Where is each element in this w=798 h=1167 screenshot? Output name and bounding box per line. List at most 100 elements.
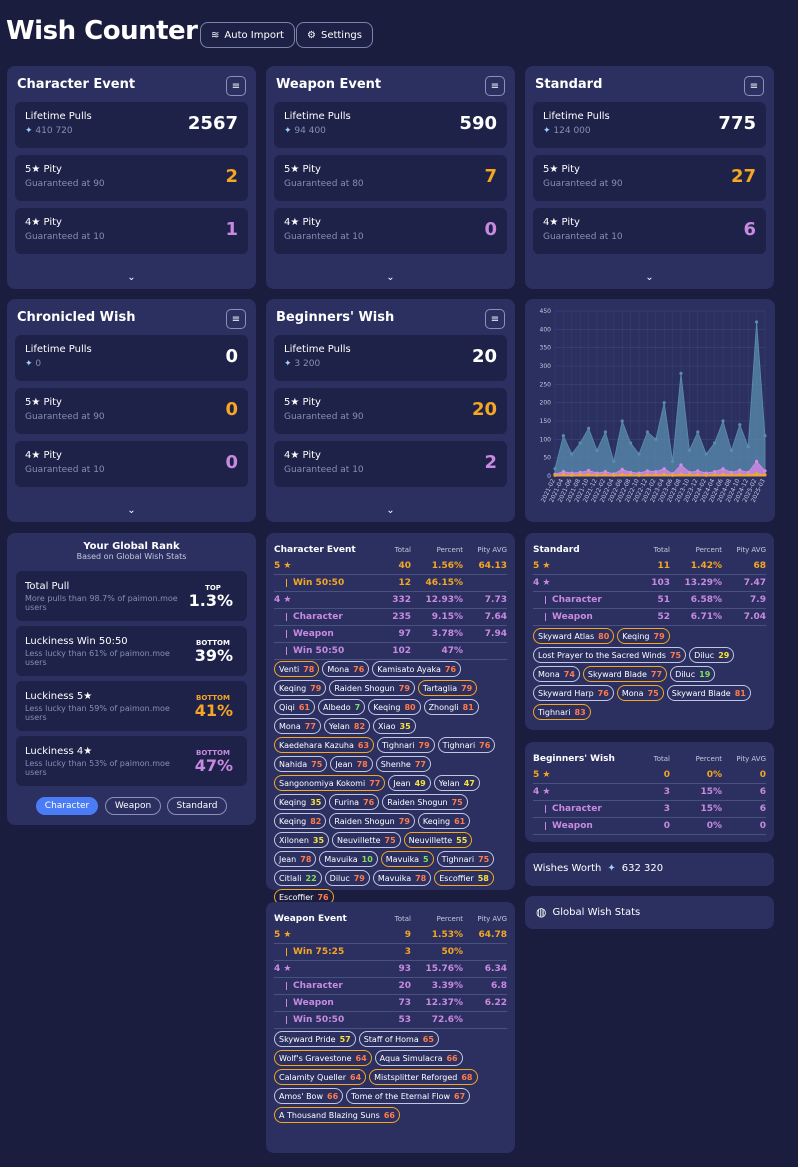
primogem-icon: ✦ xyxy=(25,359,33,369)
stats-header: Standard Total Percent Pity AVG xyxy=(533,542,766,558)
pull-chip[interactable]: Mona 74 xyxy=(533,666,580,682)
chip-pity: 47 xyxy=(463,778,475,788)
pull-chip[interactable]: Keqing 82 xyxy=(274,813,327,829)
pull-chip[interactable]: Diluc 79 xyxy=(324,870,370,886)
chip-name: Keqing xyxy=(279,683,307,693)
pull-chip[interactable]: Calamity Queller 64 xyxy=(274,1069,367,1085)
pull-chip[interactable]: Mona 75 xyxy=(616,685,664,701)
pull-chip[interactable]: Shenhe 77 xyxy=(375,756,431,772)
pull-chip[interactable]: Diluc 29 xyxy=(689,647,735,663)
character-stats-card: Character Event Total Percent Pity AVG 5… xyxy=(266,533,515,905)
pull-chip[interactable]: Albedo 7 xyxy=(317,699,366,715)
pull-chip[interactable]: Tome of the Eternal Flow 67 xyxy=(346,1088,471,1104)
pull-chip[interactable]: Jean 49 xyxy=(388,775,431,791)
standard-stats-card: Standard Total Percent Pity AVG 5 ★ 11 1… xyxy=(525,533,774,730)
chevron-down-icon[interactable]: ⌄ xyxy=(127,505,136,516)
chip-name: Skyward Blade xyxy=(671,688,731,698)
pull-chip[interactable]: Raiden Shogun 79 xyxy=(329,813,415,829)
chip-name: Tome of the Eternal Flow xyxy=(351,1091,451,1101)
chip-name: Raiden Shogun xyxy=(387,797,448,807)
pull-chip[interactable]: Kamisato Ayaka 76 xyxy=(372,661,462,677)
pull-chip[interactable]: Mavuika 5 xyxy=(380,851,434,867)
pull-chip[interactable]: Kaedehara Kazuha 63 xyxy=(274,737,375,753)
pull-chip[interactable]: Tartaglia 79 xyxy=(417,680,478,696)
pull-chip[interactable]: Aqua Simulacra 66 xyxy=(374,1050,463,1066)
list-menu-button[interactable]: ≡ xyxy=(485,309,505,329)
chip-name: Jean xyxy=(335,759,353,769)
pull-chip[interactable]: Keqing 80 xyxy=(368,699,421,715)
pull-chip[interactable]: Mavuika 10 xyxy=(319,851,378,867)
pull-chip[interactable]: Wolf's Gravestone 64 xyxy=(274,1050,372,1066)
pull-chip[interactable]: Tighnari 83 xyxy=(533,704,591,720)
chevron-down-icon[interactable]: ⌄ xyxy=(645,272,654,283)
list-menu-button[interactable]: ≡ xyxy=(744,76,764,96)
pull-chip[interactable]: Skyward Blade 77 xyxy=(582,666,668,682)
pull-chip[interactable]: Yelan 82 xyxy=(323,718,371,734)
indent-bar xyxy=(286,612,287,621)
indent-bar xyxy=(286,981,287,990)
stats-row-pity: 6 xyxy=(759,804,766,814)
pull-chip[interactable]: Lost Prayer to the Sacred Winds 75 xyxy=(533,647,687,663)
pull-chip[interactable]: Keqing 35 xyxy=(274,794,327,810)
pull-chip[interactable]: Furina 76 xyxy=(329,794,380,810)
pull-chip[interactable]: Skyward Harp 76 xyxy=(533,685,614,701)
pull-chip[interactable]: Raiden Shogun 79 xyxy=(329,680,415,696)
pull-chip[interactable]: Amos' Bow 66 xyxy=(274,1088,344,1104)
pull-chip[interactable]: Mavuika 78 xyxy=(372,870,432,886)
pull-chip[interactable]: Qiqi 61 xyxy=(274,699,315,715)
pull-chip[interactable]: Jean 78 xyxy=(330,756,373,772)
pull-chip[interactable]: Neuvillette 55 xyxy=(403,832,473,848)
pull-chip[interactable]: Yelan 47 xyxy=(433,775,480,791)
pull-chip[interactable]: Keqing 61 xyxy=(417,813,471,829)
global-wish-stats-link[interactable]: ◍ Global Wish Stats xyxy=(525,896,774,929)
chevron-down-icon[interactable]: ⌄ xyxy=(386,272,395,283)
stats-row-label: Weapon xyxy=(293,629,334,639)
pull-chip[interactable]: Skyward Blade 81 xyxy=(666,685,751,701)
tab-standard[interactable]: Standard xyxy=(167,797,227,815)
chip-name: Yelan xyxy=(438,778,460,788)
pull-chip[interactable]: Neuvillette 75 xyxy=(332,832,401,848)
pull-chip[interactable]: Sangonomiya Kokomi 77 xyxy=(274,775,386,791)
pull-chip[interactable]: Tighnari 79 xyxy=(377,737,435,753)
pull-chip[interactable]: Skyward Pride 57 xyxy=(274,1031,356,1047)
pull-chip[interactable]: Zhongli 81 xyxy=(423,699,479,715)
pull-chip[interactable]: Mona 77 xyxy=(274,718,321,734)
pull-chip[interactable]: Skyward Atlas 80 xyxy=(533,628,615,644)
pull-chip[interactable]: Tighnari 76 xyxy=(437,737,496,753)
pull-chip[interactable]: Citlali 22 xyxy=(274,870,322,886)
pull-chip[interactable]: Nahida 75 xyxy=(274,756,328,772)
five-star-guarantee: Guaranteed at 90 xyxy=(25,179,105,189)
indent-bar xyxy=(286,646,287,655)
pull-chip[interactable]: Jean 78 xyxy=(274,851,317,867)
auto-import-button[interactable]: ≋ Auto Import xyxy=(200,22,295,48)
chevron-down-icon[interactable]: ⌄ xyxy=(386,505,395,516)
chip-name: Tighnari xyxy=(442,740,476,750)
pull-chip[interactable]: Keqing 79 xyxy=(274,680,327,696)
data-point xyxy=(612,459,616,463)
list-menu-button[interactable]: ≡ xyxy=(226,309,246,329)
rank-percent: 1.3% xyxy=(188,591,233,610)
pull-chip[interactable]: Escoffier 58 xyxy=(434,870,494,886)
pull-chip[interactable]: Tighnari 75 xyxy=(436,851,495,867)
pull-chip[interactable]: Mona 76 xyxy=(322,661,370,677)
pull-chip[interactable]: Venti 78 xyxy=(274,661,320,677)
chip-pity: 29 xyxy=(718,650,730,660)
pull-chip[interactable]: Xilonen 35 xyxy=(274,832,330,848)
pull-chip[interactable]: Staff of Homa 65 xyxy=(358,1031,439,1047)
stats-row: 5 ★ 40 1.56% 64.13 xyxy=(274,558,507,575)
indent-bar xyxy=(286,1015,287,1024)
pull-chip[interactable]: Mistsplitter Reforged 68 xyxy=(369,1069,478,1085)
tab-character[interactable]: Character xyxy=(36,797,98,815)
chevron-down-icon[interactable]: ⌄ xyxy=(127,272,136,283)
tab-weapon[interactable]: Weapon xyxy=(105,797,161,815)
settings-button[interactable]: ⚙ Settings xyxy=(296,22,373,48)
list-menu-button[interactable]: ≡ xyxy=(485,76,505,96)
pull-chip[interactable]: Keqing 79 xyxy=(617,628,670,644)
pull-chip[interactable]: A Thousand Blazing Suns 66 xyxy=(274,1107,400,1123)
stats-row: Character 20 3.39% 6.8 xyxy=(274,978,507,995)
pull-chip[interactable]: Xiao 35 xyxy=(373,718,416,734)
pull-chip[interactable]: Diluc 19 xyxy=(670,666,716,682)
list-menu-button[interactable]: ≡ xyxy=(226,76,246,96)
pull-chip[interactable]: Raiden Shogun 75 xyxy=(382,794,468,810)
five-star-pity-value: 2 xyxy=(225,166,238,187)
